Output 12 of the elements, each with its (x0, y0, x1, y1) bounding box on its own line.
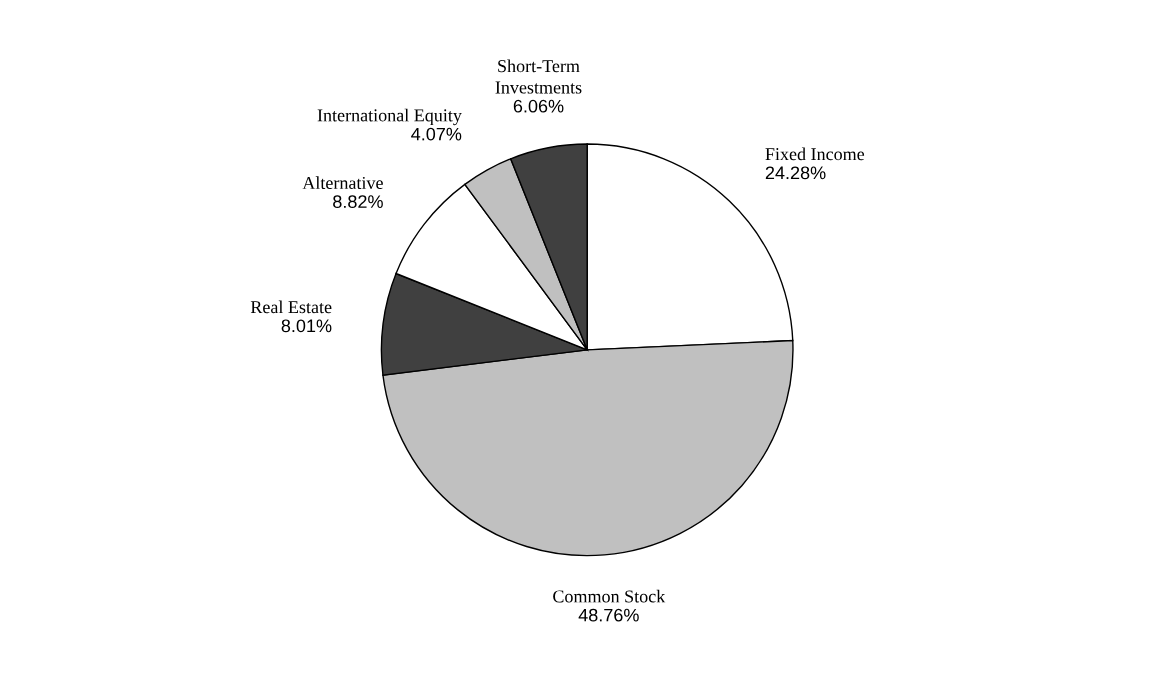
data-label: 48.76% (578, 608, 639, 622)
data-label: 6.06% (513, 99, 564, 113)
data-label: 24.28% (765, 166, 826, 180)
data-label: 8.01% (281, 319, 332, 333)
data-label: 8.82% (333, 195, 383, 209)
slice-label: Real Estate (250, 300, 332, 314)
slice-label: Short-Term Investments (495, 59, 582, 94)
slice-label: International Equity (317, 108, 462, 126)
slice-label: Alternative (302, 176, 383, 190)
slice-label: Common Stock (553, 589, 666, 603)
data-label: 4.07% (411, 127, 462, 141)
slice-label: Fixed Income (765, 147, 865, 161)
